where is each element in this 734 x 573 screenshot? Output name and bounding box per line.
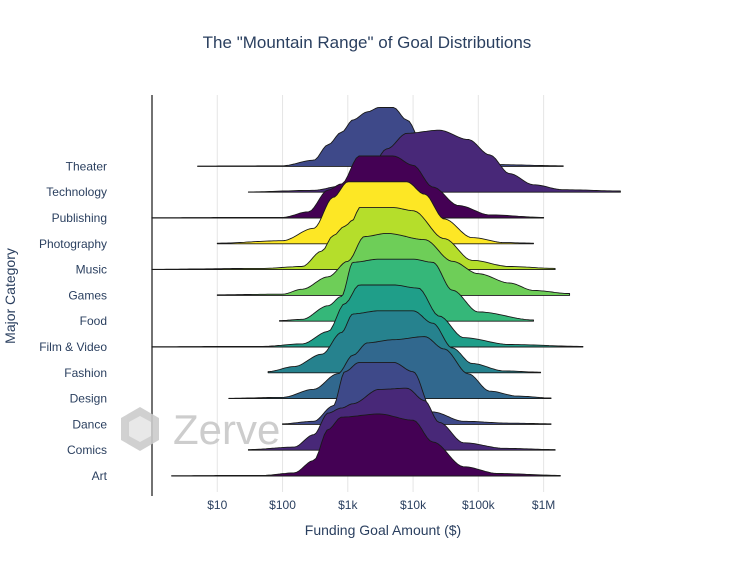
- x-tick-label: $1M: [532, 498, 555, 512]
- ridge-music: [151, 207, 556, 271]
- y-tick-label: Games: [68, 288, 107, 302]
- y-tick-label: Food: [80, 314, 107, 328]
- x-axis-title: Funding Goal Amount ($): [305, 522, 461, 538]
- watermark: Zerve: [121, 406, 280, 453]
- x-tick-label: $1k: [338, 498, 358, 512]
- ridge-art: [171, 413, 561, 477]
- y-tick-label: Art: [92, 469, 108, 483]
- watermark-text: Zerve: [173, 406, 280, 453]
- y-tick-label: Music: [76, 263, 107, 277]
- y-tick-label: Dance: [72, 417, 107, 431]
- y-tick-label: Film & Video: [39, 340, 107, 354]
- ridges: [151, 107, 621, 477]
- x-tick-label: $100: [269, 498, 296, 512]
- ridge-technology: [247, 129, 621, 193]
- y-tick-labels: Art Comics Dance Design Fashion Film & Video F…: [39, 159, 108, 483]
- x-tick-label: $10: [207, 498, 227, 512]
- x-tick-labels: $10 $100 $1k $10k $100k $1M: [207, 498, 555, 512]
- y-tick-label: Publishing: [52, 211, 107, 225]
- x-tick-label: $100k: [462, 498, 496, 512]
- hexagon-icon-inner: [129, 416, 151, 442]
- y-tick-label: Design: [70, 392, 107, 406]
- chart-title: The "Mountain Range" of Goal Distributio…: [203, 33, 532, 52]
- y-tick-label: Technology: [46, 185, 107, 199]
- y-axis-title: Major Category: [2, 248, 18, 344]
- y-tick-label: Comics: [67, 443, 107, 457]
- x-tick-label: $10k: [400, 498, 427, 512]
- y-tick-label: Theater: [66, 159, 107, 173]
- y-tick-label: Photography: [39, 237, 107, 251]
- ridge-theater: [197, 107, 564, 167]
- y-tick-label: Fashion: [64, 366, 107, 380]
